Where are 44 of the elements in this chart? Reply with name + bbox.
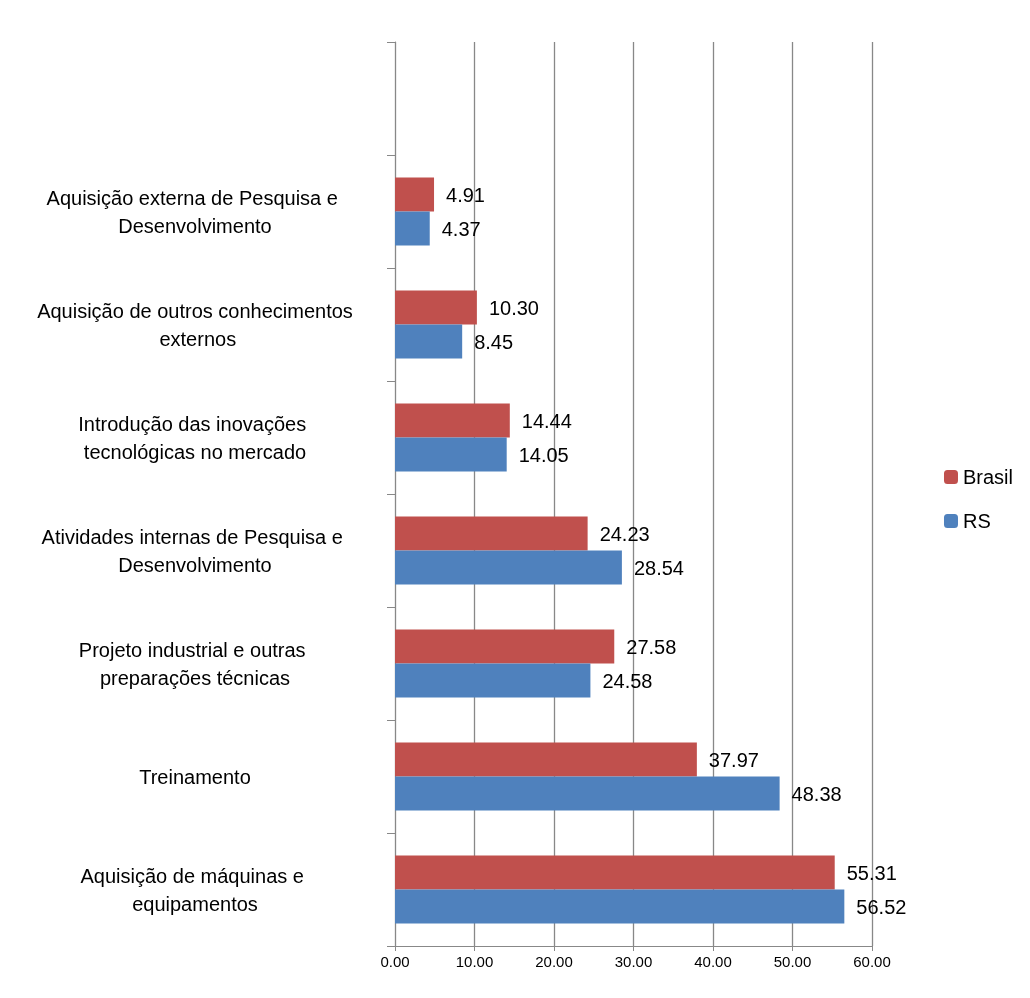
bar [395, 663, 591, 698]
x-tick-label: 40.00 [694, 953, 732, 970]
x-tick-label: 0.00 [380, 953, 410, 970]
data-label: 4.91 [446, 183, 485, 206]
y-tick-label: Atividades internas de Pesquisa e Desenvolvimento [41, 525, 349, 576]
data-label: 14.44 [521, 409, 572, 432]
bar [395, 324, 463, 359]
data-label: 4.37 [441, 217, 481, 240]
data-label: 55.31 [846, 861, 897, 884]
bar [395, 437, 507, 472]
data-label: 56.52 [856, 895, 907, 918]
bar [395, 776, 780, 811]
bar [395, 211, 430, 246]
data-label: 24.23 [599, 522, 650, 545]
bar [395, 889, 845, 924]
data-label: 28.54 [633, 556, 684, 579]
bar [395, 855, 835, 890]
legend-label: RS [962, 510, 991, 532]
bar [395, 403, 510, 438]
y-tick-label: Aquisição de máquinas e equipamentos [80, 864, 310, 915]
x-tick-label: 30.00 [614, 953, 653, 970]
y-tick-label: Aquisição de outros conhecimentos externos [37, 299, 353, 350]
data-label: 37.97 [708, 748, 759, 771]
data-label: 48.38 [791, 782, 842, 805]
data-label: 8.45 [474, 330, 514, 353]
bar [395, 516, 588, 551]
data-label: 27.58 [626, 635, 677, 658]
x-tick-label: 60.00 [853, 953, 891, 970]
x-tick-label: 10.00 [455, 953, 494, 970]
y-tick-label: Aquisição externa de Pesquisa e Desenvolvimento [46, 186, 344, 237]
y-tick-label: Projeto industrial e outras preparações técnicas [78, 638, 312, 689]
data-label: 24.58 [602, 669, 653, 692]
x-tick-label: 20.00 [535, 953, 573, 970]
data-label: 14.05 [518, 443, 569, 466]
bar [395, 177, 435, 212]
y-tick-label: Introdução das inovações tecnológicas no mercado [78, 412, 312, 463]
bar [395, 290, 477, 325]
bar [395, 550, 622, 585]
data-label: 10.30 [488, 296, 539, 319]
legend-label: Brasil [962, 466, 1014, 488]
x-tick-label: 50.00 [773, 953, 812, 970]
y-tick-label: Treinamento [139, 765, 251, 788]
bar [395, 629, 615, 664]
bar [395, 742, 697, 777]
